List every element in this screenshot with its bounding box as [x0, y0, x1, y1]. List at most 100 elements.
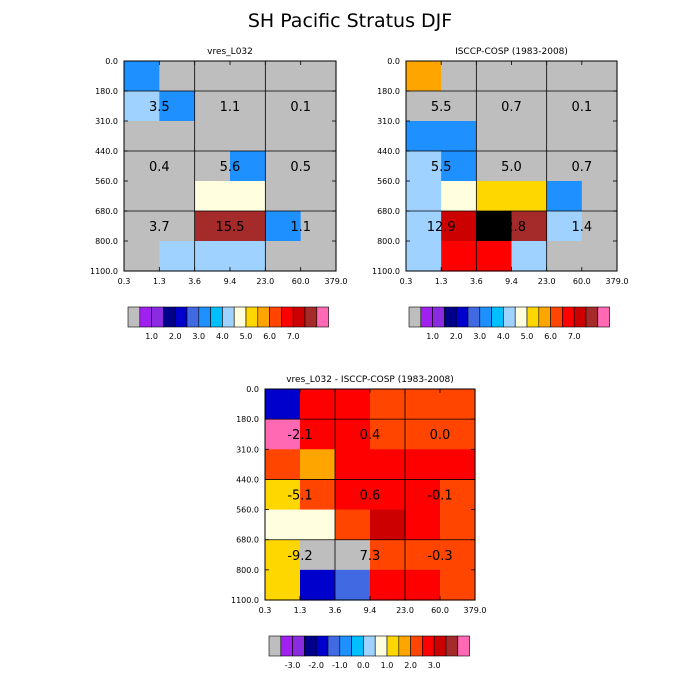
colorbar-tick-label: 4.0 [216, 332, 229, 341]
heatmap-cell [265, 449, 301, 481]
annotation-value: 5.0 [501, 160, 522, 175]
colorbar-tick-label: 1.0 [145, 332, 158, 341]
heatmap-cell [159, 211, 196, 242]
y-tick-label: 440.0 [377, 147, 400, 156]
heatmap-cell [124, 181, 160, 212]
colorbar-swatch [292, 306, 306, 328]
colorbar-swatch [210, 306, 223, 328]
heatmap-cell [511, 211, 548, 242]
heatmap-cell [265, 151, 302, 182]
annotation-value: 7.3 [360, 549, 381, 564]
colorbar-swatch [408, 306, 422, 328]
colorbar-swatch [444, 306, 457, 328]
heatmap-cell [159, 61, 196, 92]
colorbar-isccp-cosp: 1.0 2.0 3.0 4.0 5.0 6.0 7.0 [408, 306, 610, 341]
heatmap-cell [370, 389, 406, 420]
heatmap-cell [159, 241, 196, 272]
heatmap-cell [335, 449, 371, 481]
colorbar-swatch [304, 635, 317, 657]
heatmap-cell [159, 91, 196, 122]
y-tick-label: 0.0 [387, 57, 400, 66]
heatmap-cell [300, 479, 336, 511]
x-tick-label: 0.3 [400, 277, 413, 286]
colorbar-swatch [351, 635, 364, 657]
heatmap-cell [300, 121, 337, 152]
annotation-value: 0.7 [501, 100, 522, 115]
heatmap-cell [335, 419, 371, 450]
colorbar-tick-label: 7.0 [568, 332, 581, 341]
heatmap-cell [405, 539, 441, 571]
annotation-value: -9.2 [287, 549, 312, 564]
heatmap-cell [370, 509, 406, 541]
colorbar-swatch [597, 306, 610, 328]
heatmap-cell [441, 211, 477, 242]
heatmap-cell [230, 151, 266, 182]
x-tick-label: 1.3 [294, 606, 307, 615]
colorbar-swatch [503, 306, 516, 328]
heatmap-cell [441, 121, 477, 152]
x-tick-label: 1.3 [153, 277, 166, 286]
heatmap-cell [440, 539, 476, 571]
heatmap-cell [300, 449, 336, 481]
heatmap-cell [370, 569, 406, 601]
colorbar-swatch [316, 306, 329, 328]
colorbar-vres-l032: 1.0 2.0 3.0 4.0 5.0 6.0 7.0 [127, 306, 329, 341]
heatmap-cell [300, 569, 336, 601]
colorbar-tick-label: 7.0 [287, 332, 300, 341]
colorbar-swatch [186, 306, 200, 328]
colorbar-tick-label: 6.0 [544, 332, 557, 341]
x-tick-label: 23.0 [396, 606, 414, 615]
heatmap-cell [440, 419, 476, 450]
colorbar-tick-label: 4.0 [497, 332, 510, 341]
heatmap-cell [476, 211, 513, 242]
heatmap-cell [476, 61, 513, 92]
colorbar-tick-label: 2.0 [404, 661, 417, 670]
colorbar-tick-label: -3.0 [285, 661, 301, 670]
heatmap-cell [194, 61, 231, 92]
figure-title: SH Pacific Stratus DJF [247, 10, 453, 32]
heatmap-cell [370, 419, 406, 450]
heatmap-cell [440, 509, 476, 541]
colorbar-tick-label: 6.0 [263, 332, 276, 341]
annotation-value: 22.8 [497, 220, 526, 235]
heatmap-cell [159, 181, 196, 212]
heatmap-cell [300, 539, 336, 571]
colorbar-swatch [233, 306, 247, 328]
heatmap-cell [230, 61, 266, 92]
annotation-value: 0.0 [430, 428, 451, 443]
heatmap-cell [124, 241, 160, 272]
annotation-value: 0.5 [290, 160, 311, 175]
y-tick-label: 680.0 [95, 207, 118, 216]
heatmap-cell [581, 181, 618, 212]
heatmap-cell [194, 91, 231, 122]
colorbar-tick-label: 1.0 [426, 332, 439, 341]
colorbar-swatch [398, 635, 411, 657]
heatmap-cell [194, 151, 231, 182]
heatmap-cell [546, 181, 583, 212]
annotation-value: 1.1 [220, 100, 241, 115]
heatmap-cell [405, 419, 441, 450]
colorbar-swatch [562, 306, 575, 328]
heatmap-cell [335, 509, 371, 541]
x-tick-label: 3.6 [470, 277, 483, 286]
heatmap-cell [406, 121, 442, 152]
x-tick-label: 23.0 [256, 277, 274, 286]
heatmap-cell [230, 241, 266, 272]
heatmap-cell [441, 61, 477, 92]
annotation-value: -2.1 [287, 428, 312, 443]
annotation-value: 15.5 [216, 220, 245, 235]
x-tick-label: 9.4 [505, 277, 518, 286]
heatmap-cell [511, 61, 548, 92]
colorbar-swatch [327, 635, 341, 657]
annotation-value: 0.4 [360, 428, 381, 443]
y-tick-label: 180.0 [377, 87, 400, 96]
colorbar-tick-label: 3.0 [473, 332, 486, 341]
colorbar-tick-label: 1.0 [381, 661, 394, 670]
heatmap-cell [581, 121, 618, 152]
colorbar-swatch [257, 306, 270, 328]
y-tick-label: 800.0 [377, 237, 400, 246]
colorbar-swatch [573, 306, 587, 328]
annotation-value: -0.1 [427, 489, 452, 504]
panel-title: vres_L032 - ISCCP-COSP (1983-2008) [286, 375, 454, 385]
y-tick-label: 800.0 [236, 566, 259, 575]
